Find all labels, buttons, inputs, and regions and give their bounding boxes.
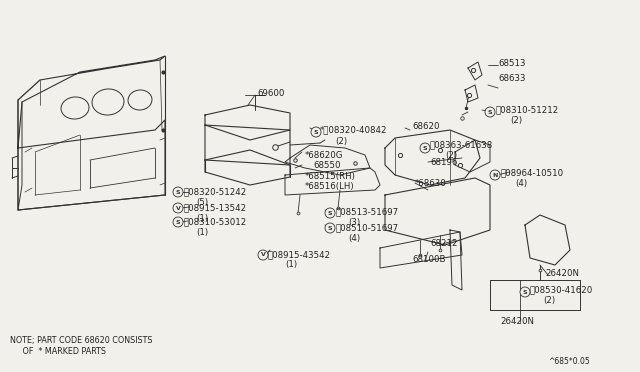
Text: V: V xyxy=(175,205,180,211)
Text: Ⓢ08513-51697: Ⓢ08513-51697 xyxy=(336,208,399,217)
Text: S: S xyxy=(176,219,180,224)
Text: (5): (5) xyxy=(196,198,208,206)
Text: 69600: 69600 xyxy=(257,89,284,97)
Text: (1): (1) xyxy=(196,228,208,237)
Text: Ⓢ08530-41620: Ⓢ08530-41620 xyxy=(530,285,593,295)
Text: 26420N: 26420N xyxy=(500,317,534,327)
Text: ⓔ08964-10510: ⓔ08964-10510 xyxy=(501,169,564,177)
Circle shape xyxy=(173,203,183,213)
Text: ⓖ08915-43542: ⓖ08915-43542 xyxy=(268,250,331,260)
Text: 68100B: 68100B xyxy=(412,256,445,264)
Text: Ⓢ08363-61638: Ⓢ08363-61638 xyxy=(430,141,493,150)
Text: S: S xyxy=(328,211,332,215)
Text: (2): (2) xyxy=(335,137,347,145)
Text: (1): (1) xyxy=(196,214,208,222)
Text: 26420N: 26420N xyxy=(545,269,579,278)
Text: NOTE; PART CODE 68620 CONSISTS: NOTE; PART CODE 68620 CONSISTS xyxy=(10,336,152,344)
Circle shape xyxy=(485,107,495,117)
Ellipse shape xyxy=(61,97,89,119)
Circle shape xyxy=(520,287,530,297)
Text: (2): (2) xyxy=(510,115,522,125)
Text: (1): (1) xyxy=(285,260,297,269)
Circle shape xyxy=(173,217,183,227)
Text: *68516(LH): *68516(LH) xyxy=(305,182,355,190)
Text: (2): (2) xyxy=(445,151,457,160)
Circle shape xyxy=(490,170,500,180)
Text: Ⓢ08310-53012: Ⓢ08310-53012 xyxy=(184,218,247,227)
Circle shape xyxy=(325,223,335,233)
Text: Ⓢ08320-51242: Ⓢ08320-51242 xyxy=(184,187,247,196)
Text: Ⓢ08310-51212: Ⓢ08310-51212 xyxy=(496,106,559,115)
Text: (2): (2) xyxy=(543,295,555,305)
Text: S: S xyxy=(328,225,332,231)
Text: *Ⓢ08320-40842: *Ⓢ08320-40842 xyxy=(320,125,387,135)
Text: ^685*0.05: ^685*0.05 xyxy=(548,357,590,366)
Text: 68513: 68513 xyxy=(498,58,525,67)
Circle shape xyxy=(420,143,430,153)
Text: S: S xyxy=(523,289,527,295)
Ellipse shape xyxy=(92,89,124,115)
Text: 68633: 68633 xyxy=(498,74,525,83)
Text: (4): (4) xyxy=(348,234,360,243)
Text: (3): (3) xyxy=(348,218,360,227)
Text: (4): (4) xyxy=(515,179,527,187)
Circle shape xyxy=(311,127,321,137)
Text: 68212: 68212 xyxy=(430,238,458,247)
Text: 68620: 68620 xyxy=(412,122,440,131)
Text: OF  * MARKED PARTS: OF * MARKED PARTS xyxy=(10,347,106,356)
Text: *68515(RH): *68515(RH) xyxy=(305,171,356,180)
Text: S: S xyxy=(422,145,428,151)
Text: S: S xyxy=(314,129,318,135)
Circle shape xyxy=(325,208,335,218)
Text: *68620G: *68620G xyxy=(305,151,344,160)
Text: 68196: 68196 xyxy=(430,157,458,167)
Text: Ⓢ08510-51697: Ⓢ08510-51697 xyxy=(336,224,399,232)
Text: 68550: 68550 xyxy=(313,160,340,170)
Text: V: V xyxy=(260,253,266,257)
Text: *68630: *68630 xyxy=(415,179,447,187)
Text: N: N xyxy=(492,173,498,177)
Ellipse shape xyxy=(128,90,152,110)
Text: S: S xyxy=(488,109,492,115)
Circle shape xyxy=(173,187,183,197)
Text: S: S xyxy=(176,189,180,195)
Circle shape xyxy=(258,250,268,260)
Text: ⓖ08915-13542: ⓖ08915-13542 xyxy=(184,203,247,212)
